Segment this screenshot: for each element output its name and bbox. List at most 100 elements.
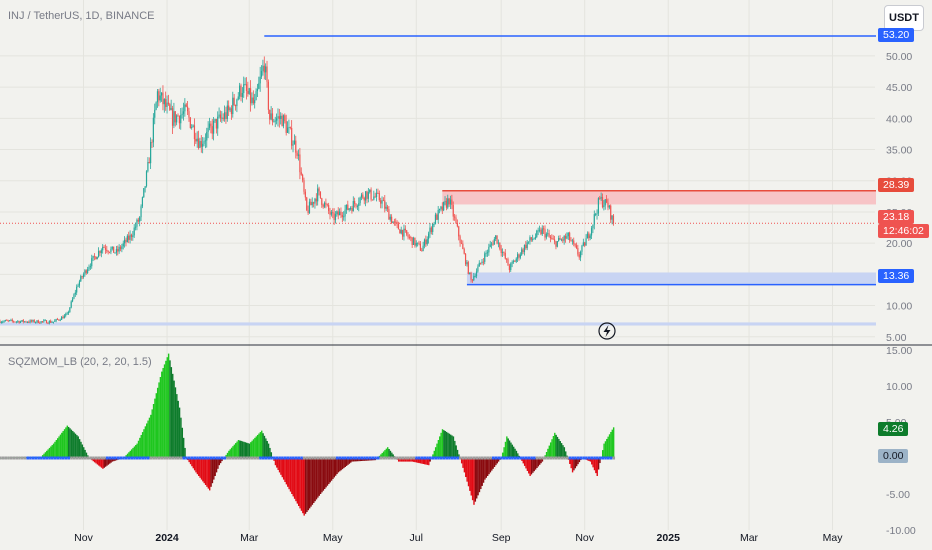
candle-body: [159, 95, 161, 101]
candle-body: [208, 123, 211, 128]
momentum-bar: [161, 371, 163, 458]
squeeze-dot: [78, 456, 82, 460]
lightning-icon[interactable]: [598, 322, 616, 340]
momentum-bar: [106, 458, 108, 466]
candle-body: [240, 85, 242, 98]
candle-body: [84, 270, 86, 275]
momentum-bar: [207, 458, 210, 489]
squeeze-dot: [590, 456, 594, 460]
squeeze-dot: [130, 456, 134, 460]
candle-body: [117, 249, 119, 252]
momentum-bar: [354, 458, 356, 462]
squeeze-dot: [286, 456, 290, 460]
candle-body: [173, 111, 175, 126]
candle-body: [338, 211, 341, 216]
momentum-zero-label: 0.00: [878, 449, 909, 463]
momentum-bar: [330, 458, 333, 481]
candle-body: [569, 232, 571, 241]
squeeze-dot: [448, 456, 451, 460]
candle-body: [333, 213, 335, 221]
squeeze-dot: [218, 456, 221, 460]
momentum-bar: [289, 458, 292, 492]
momentum-bar: [319, 458, 322, 494]
candle-body: [136, 219, 138, 227]
momentum-bar: [602, 450, 604, 458]
candle-body: [295, 140, 297, 153]
candle-body: [317, 188, 319, 202]
squeeze-dot: [330, 456, 333, 460]
candle-body: [128, 235, 130, 240]
momentum-bar: [458, 454, 460, 458]
candle-body: [26, 322, 28, 323]
candle-body: [285, 121, 287, 133]
momentum-bar: [437, 440, 440, 458]
candle-body: [579, 251, 582, 258]
momentum-bar: [507, 438, 509, 458]
candle-body: [267, 81, 269, 110]
momentum-bar: [612, 427, 615, 458]
squeeze-dot: [327, 456, 331, 460]
candle-body: [55, 319, 57, 321]
candle-body: [25, 321, 27, 323]
candle-body: [71, 298, 74, 302]
candle-body: [553, 239, 556, 242]
momentum-bar: [508, 440, 511, 458]
squeeze-dot: [223, 456, 227, 460]
candle-body: [228, 105, 230, 111]
momentum-bar: [337, 458, 340, 473]
squeeze-dot: [587, 456, 591, 460]
momentum-bar: [267, 443, 270, 458]
momentum-bar: [514, 448, 516, 458]
candle-body: [65, 314, 67, 316]
candle-body: [548, 233, 550, 237]
candle-body: [408, 237, 411, 238]
squeeze-dot: [267, 456, 270, 460]
candle-body: [412, 237, 415, 245]
squeeze-dot: [179, 456, 183, 460]
momentum-bar: [251, 440, 253, 458]
momentum-bar: [417, 458, 419, 463]
squeeze-dot: [75, 456, 79, 460]
momentum-bar: [43, 453, 45, 458]
momentum-bar: [460, 458, 463, 464]
squeeze-dot: [418, 456, 421, 460]
time-tick-label: Sep: [492, 532, 511, 544]
candle-body: [104, 247, 107, 250]
momentum-bar: [522, 458, 524, 464]
candle-body: [360, 194, 363, 198]
squeeze-dot: [311, 456, 314, 460]
candle-body: [39, 322, 41, 324]
squeeze-dot: [497, 456, 501, 460]
candle-body: [349, 208, 352, 209]
momentum-bar: [93, 458, 96, 463]
candle-body: [244, 84, 246, 85]
candle-body: [495, 235, 497, 240]
candle-body: [81, 276, 83, 278]
candle-body: [265, 66, 267, 73]
candle-body: [543, 228, 545, 230]
candle-body: [500, 248, 502, 254]
momentum-bar: [241, 441, 244, 458]
squeeze-dot: [250, 456, 254, 460]
candle-body: [89, 266, 91, 268]
candle-body: [262, 65, 264, 71]
candle-body: [330, 212, 332, 215]
candle-body: [95, 256, 97, 260]
squeeze-dot: [270, 456, 273, 460]
squeeze-dot: [297, 456, 301, 460]
squeeze-dot: [240, 456, 243, 460]
squeeze-dot: [237, 456, 240, 460]
candle-body: [419, 243, 421, 251]
candle-body: [292, 144, 294, 146]
candle-body: [469, 272, 471, 274]
candle-body: [77, 285, 79, 287]
momentum-bar: [595, 458, 597, 474]
candle-body: [463, 249, 465, 254]
currency-button[interactable]: USDT: [884, 5, 924, 31]
price-tick-label: 40.00: [886, 113, 912, 125]
candle-body: [345, 204, 348, 210]
candle-body: [523, 244, 526, 253]
candle-body: [371, 199, 374, 201]
candle-body: [260, 70, 263, 77]
